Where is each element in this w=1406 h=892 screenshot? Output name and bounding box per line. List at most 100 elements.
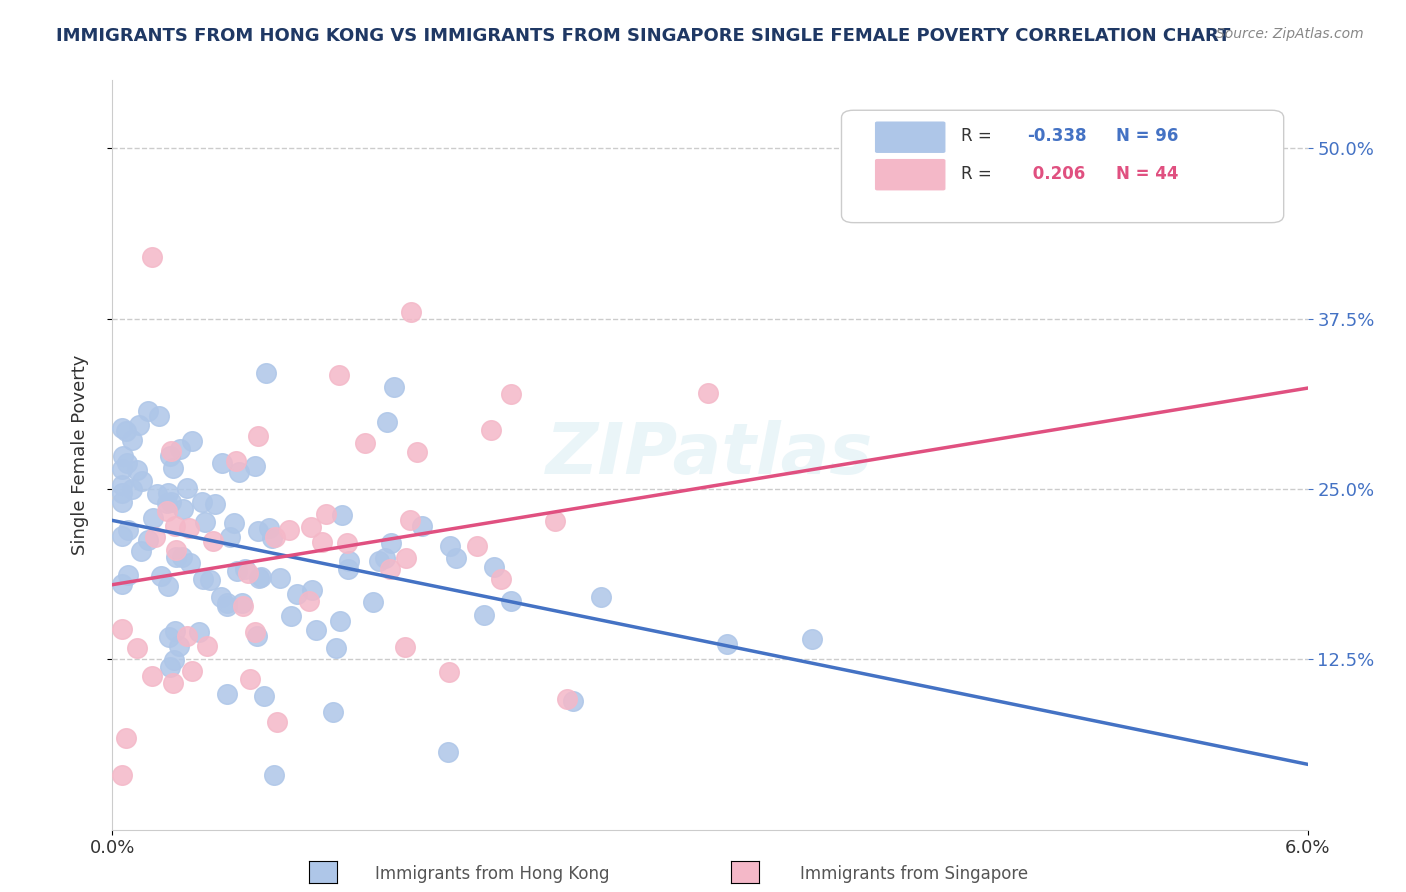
Point [195,639,218,653]
Point [247,571,270,585]
Point [555,692,578,706]
Point [159,659,181,673]
Point [172,502,194,516]
Point [163,518,186,533]
Point [148,409,170,423]
Point [801,632,824,646]
Point [263,768,285,782]
Point [125,463,148,477]
Point [278,523,301,537]
Text: Immigrants from Singapore: Immigrants from Singapore [800,864,1028,882]
Point [111,486,134,500]
Point [246,629,269,643]
Point [236,566,259,581]
Point [252,689,274,703]
Point [136,533,159,547]
Point [177,521,200,535]
Point [219,530,242,544]
Point [259,520,281,534]
Point [141,251,163,265]
Point [156,486,179,500]
Point [437,745,460,759]
Point [176,629,198,643]
Point [211,457,233,471]
Point [226,564,249,578]
Text: -0.338: -0.338 [1026,128,1087,145]
Point [180,434,202,449]
Point [315,508,337,522]
Point [115,731,138,746]
Point [204,497,226,511]
Point [716,637,738,651]
FancyBboxPatch shape [875,121,945,153]
Text: 0.206: 0.206 [1026,165,1085,183]
Text: ZIPatlas: ZIPatlas [547,420,873,490]
Point [167,640,190,654]
Point [262,531,284,545]
Point [329,614,352,628]
Point [301,582,323,597]
Point [111,495,134,509]
Point [472,607,495,622]
Text: R =: R = [962,165,997,183]
Point [444,551,467,566]
Point [589,590,612,604]
Point [311,535,333,549]
Point [246,524,269,538]
Text: N = 96: N = 96 [1116,128,1178,145]
Point [170,550,193,565]
Point [305,623,328,637]
Point [225,454,247,468]
Point [368,554,391,568]
Point [145,530,167,544]
Point [159,494,181,508]
Point [160,443,183,458]
Point [395,551,418,566]
Point [382,380,405,394]
FancyBboxPatch shape [875,159,945,190]
Point [374,551,396,566]
Point [121,433,143,447]
Text: IMMIGRANTS FROM HONG KONG VS IMMIGRANTS FROM SINGAPORE SINGLE FEMALE POVERTY COR: IMMIGRANTS FROM HONG KONG VS IMMIGRANTS … [56,27,1230,45]
Point [247,428,270,442]
Point [280,608,302,623]
Point [162,676,184,690]
Point [398,513,420,527]
Point [115,456,138,470]
Point [163,653,186,667]
Point [330,508,353,522]
Point [465,539,488,553]
Point [233,562,256,576]
Point [269,572,291,586]
Point [439,665,461,679]
Point [263,531,285,545]
Point [179,556,201,570]
Point [129,543,152,558]
Point [159,631,181,645]
Point [224,516,246,531]
Point [228,465,250,479]
Point [336,536,359,550]
Point [121,482,143,496]
Point [165,624,187,639]
Point [479,423,502,437]
Point [394,640,416,654]
Point [697,386,720,401]
Point [489,572,512,586]
Point [375,415,398,429]
Point [181,665,204,679]
Point [128,418,150,433]
Point [193,572,215,586]
Point [499,386,522,401]
Point [162,461,184,475]
Text: R =: R = [962,128,997,145]
Point [111,462,134,476]
Point [112,449,135,463]
Point [187,625,209,640]
Point [378,562,401,576]
Point [127,641,149,656]
Point [201,534,224,549]
Point [156,496,179,510]
Point [482,559,505,574]
Point [111,528,134,542]
